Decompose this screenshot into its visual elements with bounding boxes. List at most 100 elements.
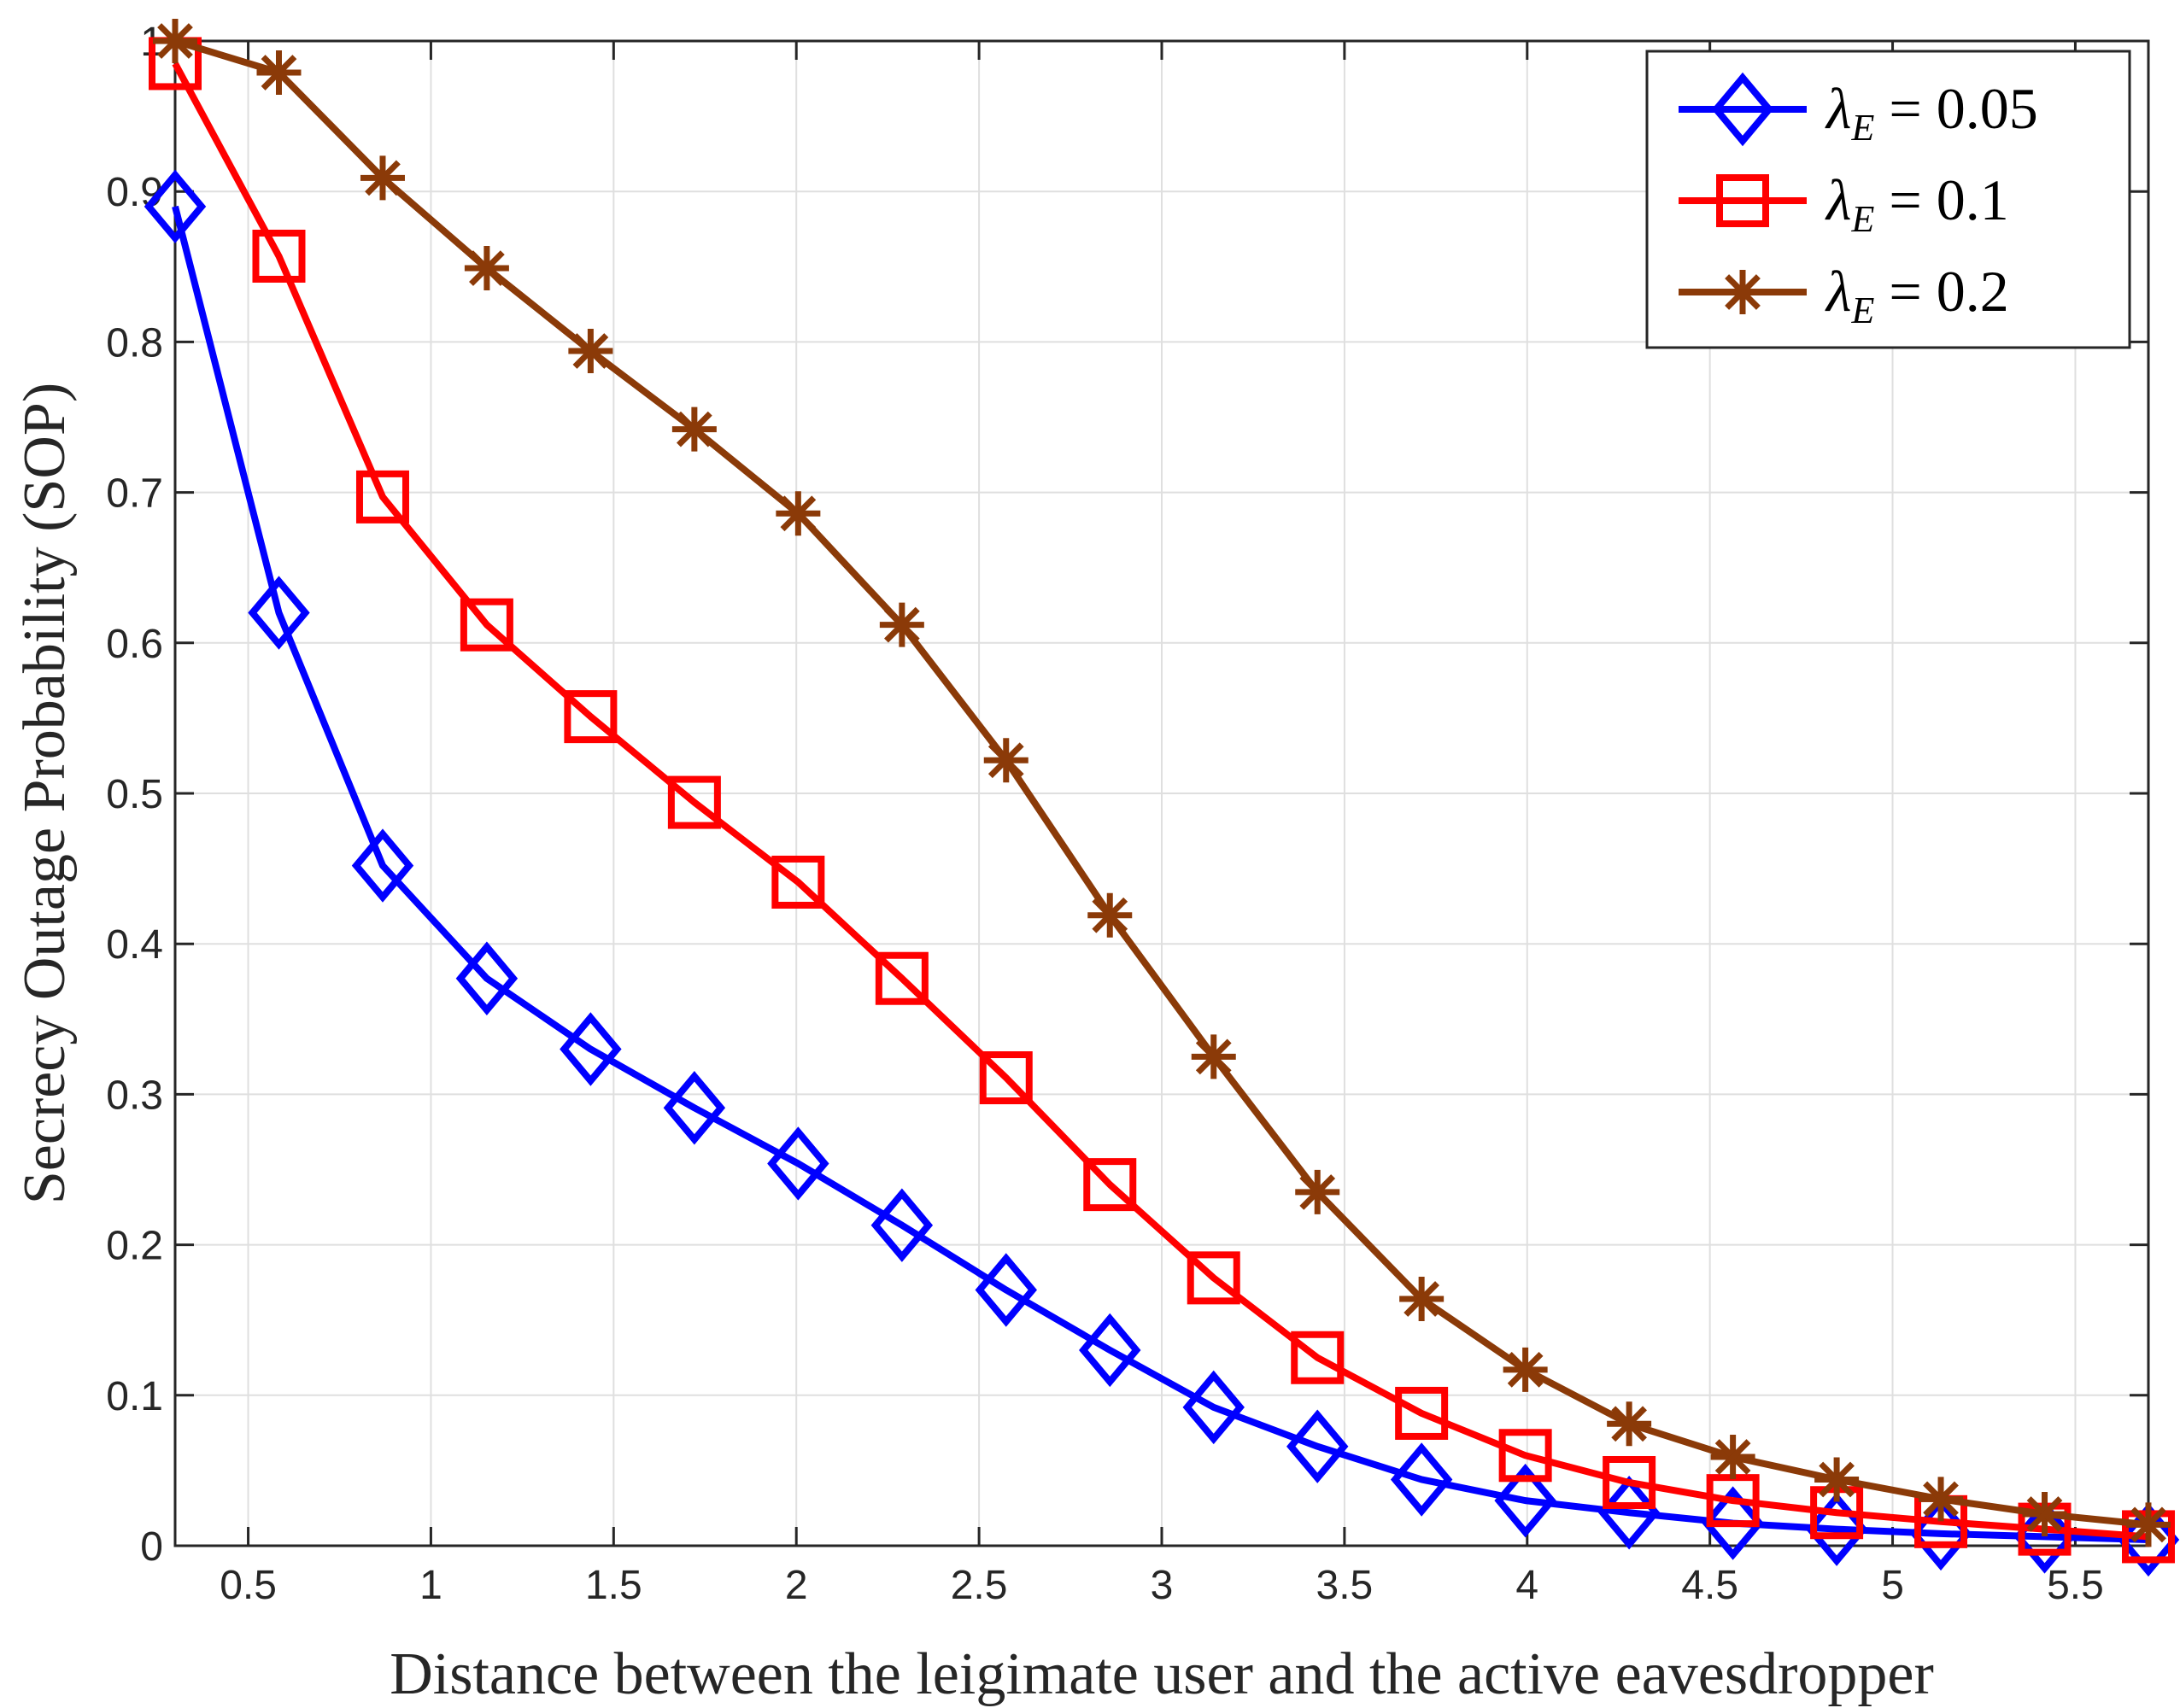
asterisk-stroke xyxy=(780,495,817,532)
data-point-diamond xyxy=(975,1253,1037,1327)
series-2 xyxy=(149,37,2175,1564)
data-point-diamond xyxy=(1805,1492,1868,1566)
data-point-asterisk xyxy=(776,491,821,536)
legend-label-symbol: λ xyxy=(1825,76,1851,141)
y-tick-label: 0.3 xyxy=(106,1073,163,1118)
y-tick-label: 0.1 xyxy=(106,1374,163,1419)
y-tick-label: 0.5 xyxy=(106,772,163,817)
x-tick-label: 4 xyxy=(1515,1563,1538,1608)
legend-label-subscript: E xyxy=(1850,290,1874,331)
data-point-asterisk xyxy=(2022,1491,2067,1536)
x-tick-label: 2 xyxy=(785,1563,808,1608)
data-point-diamond xyxy=(351,828,414,903)
data-point-square xyxy=(1083,1158,1137,1212)
data-point-asterisk xyxy=(1503,1347,1548,1392)
y-tick-label: 0.4 xyxy=(106,922,163,968)
y-axis-label: Secrecy Outage Probability (SOP) xyxy=(12,383,78,1204)
legend-marker-diamond xyxy=(1711,72,1774,147)
legend-label-symbol: λ xyxy=(1825,259,1851,324)
data-point-diamond xyxy=(663,1071,726,1145)
y-tick-label: 0.2 xyxy=(106,1224,163,1269)
asterisk-stroke xyxy=(1819,1461,1855,1498)
data-point-asterisk xyxy=(153,19,197,63)
asterisk-stroke xyxy=(2130,1506,2166,1543)
data-point-diamond xyxy=(1182,1370,1245,1445)
asterisk-stroke xyxy=(157,23,193,59)
data-point-asterisk xyxy=(1814,1457,1860,1502)
data-point-square xyxy=(355,470,409,524)
y-tick-label: 0.7 xyxy=(106,471,163,517)
asterisk-stroke xyxy=(1299,1174,1336,1210)
asterisk-stroke xyxy=(1195,1038,1232,1075)
data-point-diamond xyxy=(1597,1476,1661,1550)
asterisk-stroke xyxy=(1507,1351,1544,1388)
data-point-diamond xyxy=(2117,1502,2180,1577)
series-3 xyxy=(153,19,2171,1547)
axis-ticks: 0.5 1 1.5 2 2.5 3 3.5 4 4.5 5 5.5 0 0.1 0.2 0.3 0.4 0.5 0… xyxy=(106,20,2148,1608)
data-point-square xyxy=(875,951,929,1005)
x-tick-label: 5 xyxy=(1881,1563,1904,1608)
series-line xyxy=(172,61,2149,1541)
y-tick-label: 0.6 xyxy=(106,622,163,667)
data-point-diamond xyxy=(1702,1486,1764,1560)
data-point-square xyxy=(1498,1429,1552,1483)
y-tick-label: 0.8 xyxy=(106,320,163,366)
data-point-asterisk xyxy=(1191,1034,1236,1079)
data-point-asterisk xyxy=(2126,1502,2171,1547)
legend-label: λE = 0.05 xyxy=(1825,76,2038,149)
y-tick-label: 0 xyxy=(140,1524,163,1570)
asterisk-stroke xyxy=(1092,897,1128,933)
asterisk-stroke xyxy=(365,160,401,196)
data-point-asterisk xyxy=(1087,892,1133,938)
data-point-diamond xyxy=(767,1126,829,1201)
legend-marker-square xyxy=(1716,174,1769,227)
data-point-square xyxy=(564,690,618,744)
asterisk-stroke xyxy=(572,333,609,369)
asterisk-stroke xyxy=(883,606,920,643)
x-tick-label: 0.5 xyxy=(220,1563,277,1608)
asterisk-stroke xyxy=(1611,1406,1647,1442)
data-point-square xyxy=(1291,1331,1345,1384)
data-point-square xyxy=(1395,1386,1449,1440)
x-tick-label: 3 xyxy=(1151,1563,1174,1608)
data-point-asterisk xyxy=(671,407,717,452)
data-point-asterisk xyxy=(1295,1169,1340,1214)
series-1 xyxy=(144,169,2180,1577)
legend-entry-1: λE = 0.05 xyxy=(1679,72,2038,149)
data-point-diamond xyxy=(1390,1442,1453,1517)
x-tick-label: 1 xyxy=(419,1563,442,1608)
data-point-diamond xyxy=(1286,1409,1349,1483)
data-point-asterisk xyxy=(1919,1477,1964,1522)
data-point-square xyxy=(1187,1251,1240,1305)
data-point-square xyxy=(1603,1455,1656,1509)
asterisk-stroke xyxy=(469,250,505,286)
data-point-asterisk xyxy=(1399,1277,1445,1322)
data-point-diamond xyxy=(560,1012,622,1086)
data-point-square xyxy=(252,229,306,283)
legend-marker-asterisk xyxy=(1720,270,1765,314)
data-point-diamond xyxy=(870,1188,934,1262)
legend-label: λE = 0.1 xyxy=(1825,167,2009,240)
legend-label-value: = 0.2 xyxy=(1874,259,2008,324)
legend-label-value: = 0.1 xyxy=(1874,167,2008,232)
x-axis-label: Distance between the leigimate user and … xyxy=(390,1641,1934,1707)
data-point-asterisk xyxy=(983,738,1028,783)
legend-entry-3: λE = 0.2 xyxy=(1679,259,2009,331)
legend-label-subscript: E xyxy=(1850,198,1874,240)
x-tick-label: 4.5 xyxy=(1681,1563,1738,1608)
asterisk-stroke xyxy=(1714,1439,1751,1475)
legend-label-value: = 0.05 xyxy=(1874,76,2037,141)
asterisk-stroke xyxy=(987,742,1024,779)
asterisk-stroke xyxy=(1725,274,1761,310)
legend-label-symbol: λ xyxy=(1825,167,1851,232)
asterisk-stroke xyxy=(261,55,297,91)
data-point-diamond xyxy=(144,169,207,244)
asterisk-stroke xyxy=(677,411,712,447)
data-point-diamond xyxy=(1494,1463,1556,1538)
data-point-asterisk xyxy=(879,602,924,647)
data-point-asterisk xyxy=(256,50,302,96)
data-point-asterisk xyxy=(1607,1401,1652,1447)
data-point-asterisk xyxy=(1710,1435,1755,1480)
data-point-asterisk xyxy=(464,246,509,291)
